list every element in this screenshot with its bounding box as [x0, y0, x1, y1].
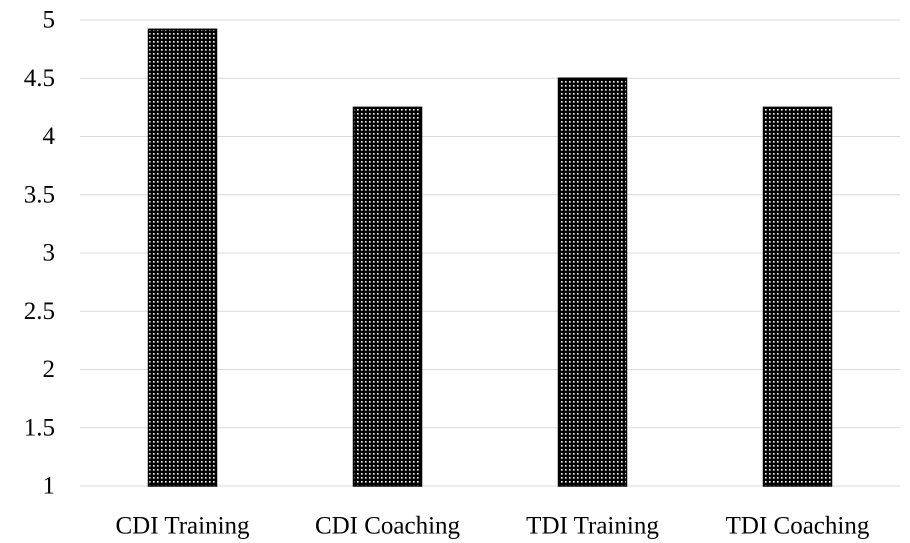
y-tick-label: 5 — [43, 7, 56, 34]
y-tick-label: 4 — [43, 123, 56, 150]
y-tick-label: 3.5 — [24, 181, 55, 208]
bar-tdi-training — [557, 77, 628, 487]
x-axis-tick-labels: CDI Training CDI Coaching TDI Training TDI … — [115, 513, 869, 540]
bars — [147, 28, 833, 487]
bar-tdi-coaching — [762, 106, 833, 487]
x-tick-label: CDI Training — [115, 513, 250, 540]
y-tick-label: 2 — [43, 356, 56, 383]
y-tick-label: 3 — [43, 240, 56, 267]
bar-cdi-coaching — [352, 106, 423, 487]
y-tick-label: 1 — [43, 473, 56, 500]
y-tick-label: 4.5 — [24, 65, 55, 92]
y-tick-label: 2.5 — [24, 298, 55, 325]
y-axis-tick-labels: 1 1.5 2 2.5 3 3.5 4 4.5 5 — [24, 7, 56, 500]
x-tick-label: TDI Coaching — [726, 513, 870, 540]
bar-cdi-training — [147, 28, 218, 487]
y-tick-label: 1.5 — [24, 414, 55, 441]
x-tick-label: CDI Coaching — [315, 513, 461, 540]
x-tick-label: TDI Training — [526, 513, 659, 540]
